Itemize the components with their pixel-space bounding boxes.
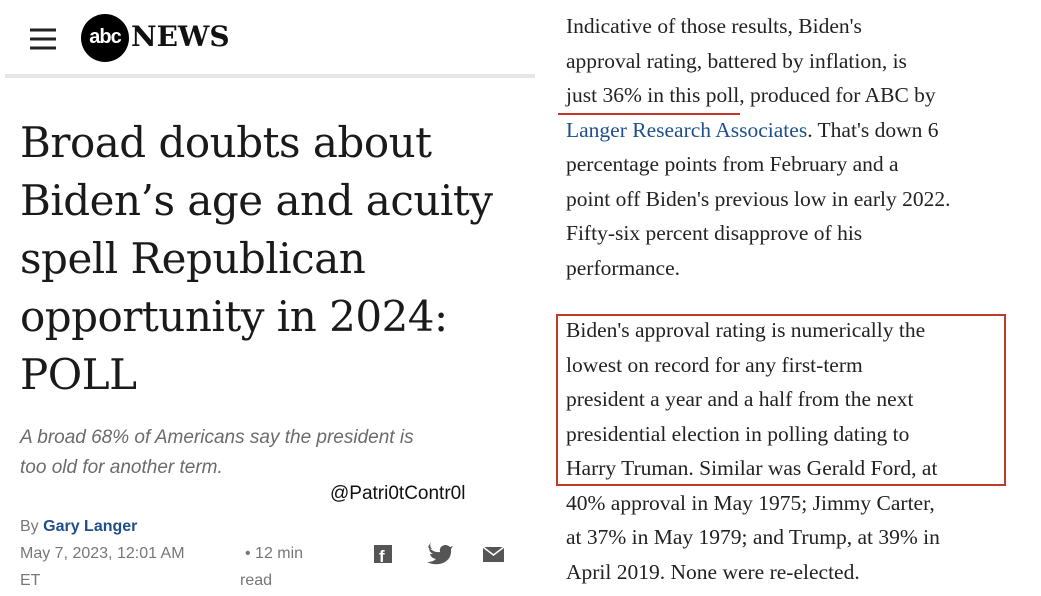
byline-prefix: By bbox=[20, 518, 39, 535]
subtitle: too old for another term. bbox=[20, 457, 223, 478]
body-text: approval rating, battered by inflation, … bbox=[566, 48, 907, 73]
author-link[interactable]: Gary Langer bbox=[43, 518, 138, 535]
body-text: Harry Truman. Similar was Gerald Ford, a… bbox=[566, 456, 938, 480]
body-text: president a year and a half from the nex… bbox=[566, 387, 914, 411]
subtitle: A broad 68% of Americans say the preside… bbox=[20, 427, 414, 448]
watermark: @Patri0tContr0l bbox=[330, 483, 466, 504]
headline: Biden’s age and acuity bbox=[20, 176, 493, 225]
body-text: lowest on record for any first-term bbox=[566, 352, 863, 377]
body-text: point off Biden's previous low in early … bbox=[566, 186, 951, 211]
body-text: Biden's approval rating is numerically t… bbox=[566, 318, 926, 342]
logo-word: NEWS bbox=[131, 20, 230, 53]
facebook-icon[interactable]: f bbox=[374, 545, 392, 566]
body-text: Fifty-six percent disapprove of his bbox=[566, 221, 863, 245]
body-text: just 36% in this poll, produced for ABC … bbox=[566, 83, 936, 107]
body-text: Indicative of those results, Biden's bbox=[566, 14, 862, 38]
mail-icon[interactable] bbox=[482, 546, 505, 562]
body-text: 40% approval in May 1975; Jimmy Carter, bbox=[566, 490, 935, 515]
read-time: • 12 min bbox=[245, 545, 304, 562]
date: ET bbox=[20, 572, 41, 589]
headline: Broad doubts about bbox=[20, 118, 432, 167]
logo-mark: abc bbox=[89, 26, 121, 48]
headline: POLL bbox=[20, 350, 137, 399]
body-text: percentage points from February and a bbox=[566, 152, 899, 176]
body-text: performance. bbox=[566, 255, 680, 280]
headline: opportunity in 2024: bbox=[20, 292, 448, 341]
article-link[interactable]: Langer Research Associates bbox=[566, 118, 808, 142]
body-text: presidential election in polling dating … bbox=[566, 421, 910, 446]
body-text: . That's down 6 bbox=[807, 118, 939, 142]
body-text: at 37% in May 1979; and Trump, at 39% in bbox=[566, 525, 940, 549]
body-text: April 2019. None were re-elected. bbox=[566, 559, 860, 584]
twitter-icon[interactable] bbox=[427, 542, 453, 565]
date: May 7, 2023, 12:01 AM bbox=[20, 545, 185, 562]
read-time: read bbox=[240, 572, 273, 589]
red-box bbox=[556, 314, 1006, 486]
svg-text:f: f bbox=[379, 547, 385, 566]
menu-icon[interactable] bbox=[30, 28, 56, 50]
logo-circle bbox=[81, 14, 129, 62]
headline: spell Republican bbox=[20, 234, 366, 283]
